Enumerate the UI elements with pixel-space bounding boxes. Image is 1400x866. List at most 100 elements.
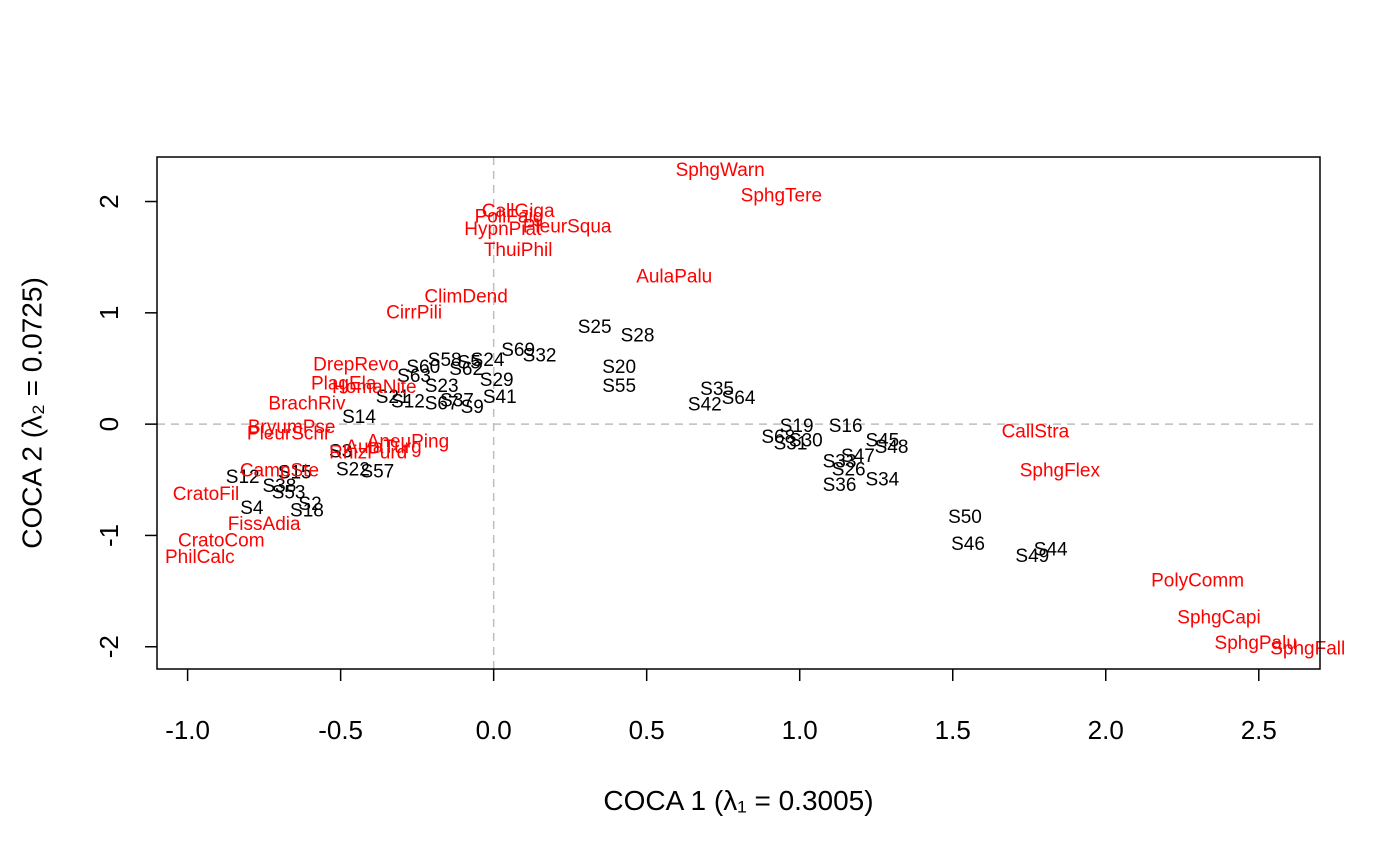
site-point-label: S30 [789,430,823,451]
site-point-label: S63 [397,366,431,387]
species-point-label: SphgWarn [676,160,765,181]
site-point-label: S26 [832,459,866,480]
species-point-label: FissAdia [228,514,301,535]
site-point-label: S60 [406,357,440,378]
site-point-label: S67 [425,394,459,415]
site-point-label: S33 [823,451,857,472]
x-tick-label: 2.5 [1241,715,1277,745]
site-point-label: S15 [278,463,312,484]
species-point-label: CallGiga [482,201,555,222]
x-tick-label: 2.0 [1088,715,1124,745]
site-point-label: S48 [875,437,909,458]
y-axis-ticks: -2 -1 0 1 2 [94,194,157,658]
site-point-label: S45 [865,430,899,451]
species-point-label: DrepRevo [313,355,399,376]
x-tick-label: -0.5 [318,715,363,745]
site-point-label: S38 [263,476,297,497]
site-point-label: S18 [290,500,324,521]
site-point-label: S47 [841,446,875,467]
site-point-label: S37 [440,390,474,411]
plot-frame [156,156,1321,670]
y-axis-title: COCA 2 (λ₂ = 0.0725) [17,277,48,549]
y-tick-label: -2 [94,635,124,658]
species-point-label: HomaNite [332,377,416,398]
site-point-label: S29 [480,370,514,391]
site-point-label: S25 [578,317,612,338]
x-tick-label: 1.5 [935,715,971,745]
species-point-label: CirrPili [386,302,442,323]
y-tick-label: 2 [94,194,124,208]
species-point-label: ThuiPhil [484,240,553,261]
site-point-label: S69 [501,340,535,361]
x-axis-title: COCA 1 (λ₁ = 0.3005) [603,785,873,816]
site-point-label: S57 [360,461,394,482]
species-point-label: ClimDend [424,287,507,308]
site-point-label: S14 [342,407,376,428]
species-point-label: SphgFlex [1020,460,1101,481]
site-point-label: S9 [461,397,484,418]
species-labels: SphgWarn SphgTere CallGigaPoliFaigHypnPiat… [165,160,1345,660]
site-point-label: S12 [226,467,260,488]
species-point-label: CampSte [240,460,319,481]
species-point-label: CallStra [1002,421,1070,442]
site-point-label: S35 [700,379,734,400]
species-point-label: HypnPiat [464,219,542,240]
species-point-label: AneuPing [367,431,449,452]
site-point-label: S28 [621,326,655,347]
x-tick-label: 0.0 [476,715,512,745]
site-point-label: S31 [774,434,808,455]
site-point-label: S62 [449,359,483,380]
site-point-label: S64 [722,388,756,409]
site-point-label: S12 [391,391,425,412]
site-point-label: S50 [948,507,982,528]
y-tick-label: 0 [94,417,124,431]
species-point-label: RhizPurd [329,443,407,464]
species-point-label: PleurSqua [523,217,612,238]
site-point-label: S3 [329,441,352,462]
species-point-label: SphgCapi [1177,607,1260,628]
site-point-label: S46 [951,534,985,555]
species-point-label: SphgTere [741,185,822,206]
species-point-label: AulaPalu [636,267,712,288]
site-point-label: S41 [483,387,517,408]
y-tick-label: -1 [94,524,124,547]
species-point-label: PoliFaig [475,207,544,228]
site-point-label: S2 [298,494,321,515]
species-point-label: PleurSchr [247,424,331,445]
site-point-label: S34 [865,469,899,490]
x-tick-label: 0.5 [629,715,665,745]
species-point-label: BrachRiv [268,394,346,415]
site-point-label: S49 [1015,546,1049,567]
site-point-label: S16 [829,416,863,437]
site-point-label: S44 [1034,539,1068,560]
site-point-label: S58 [428,350,462,371]
site-point-label: S36 [823,475,857,496]
site-point-label: S55 [602,376,636,397]
site-point-label: S22 [336,459,370,480]
site-point-label: S23 [425,376,459,397]
y-tick-label: 1 [94,306,124,320]
site-point-label: S21 [376,387,410,408]
x-axis-ticks: -1.0 -0.5 0.0 0.5 1.0 1.5 2.0 2.5 [165,669,1277,745]
x-tick-label: 1.0 [782,715,818,745]
site-point-label: S20 [602,357,636,378]
site-point-label: S53 [272,483,306,504]
species-point-label: PlagEla [311,374,377,395]
site-point-label: S24 [471,350,505,371]
site-point-label: S42 [688,395,722,416]
species-point-label: SphgFall [1270,638,1345,659]
species-point-label: SphgPalu [1215,633,1297,654]
site-point-label: S32 [523,346,557,367]
site-point-label: S19 [780,416,814,437]
species-point-label: BryumPse [248,417,336,438]
species-point-label: PolyComm [1151,571,1244,592]
site-point-label: S5 [458,352,481,373]
site-point-label: S68 [761,427,795,448]
species-point-label: CratoCom [178,531,265,552]
species-point-label: CratoFil [173,484,240,505]
x-tick-label: -1.0 [165,715,210,745]
